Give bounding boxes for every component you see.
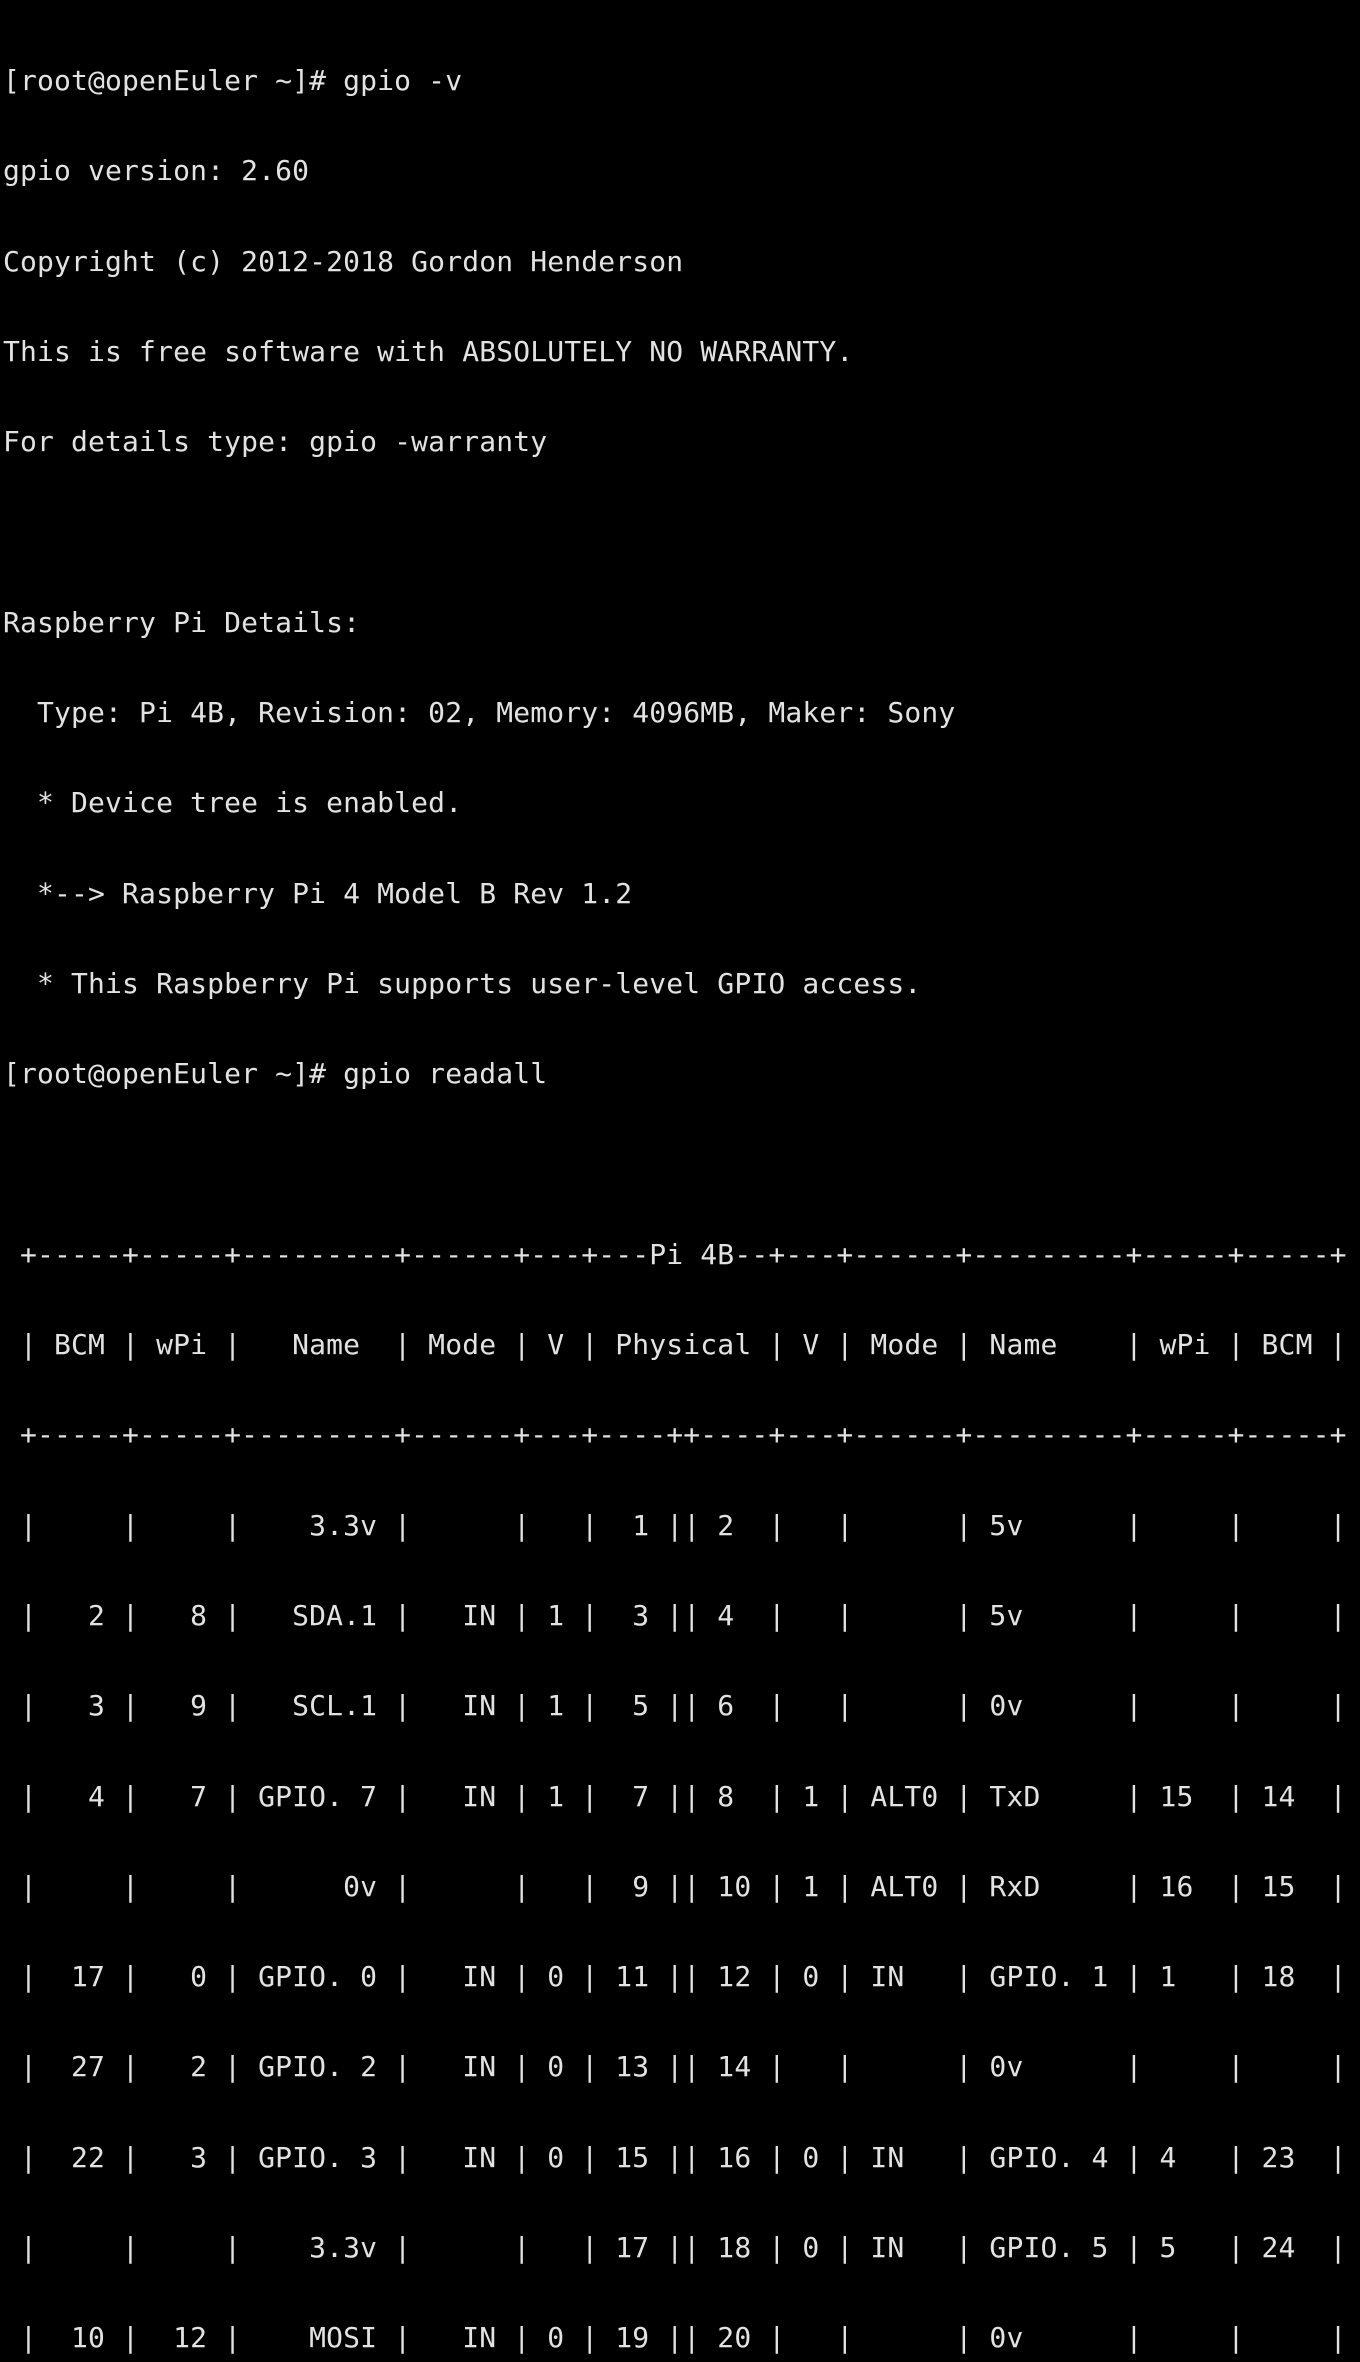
output-device-tree: * Device tree is enabled.	[3, 786, 463, 820]
output-pi-model: *--> Raspberry Pi 4 Model B Rev 1.2	[3, 876, 633, 910]
output-gpio-access: * This Raspberry Pi supports user-level …	[3, 967, 922, 1000]
output-gpio-version: gpio version: 2.60	[3, 154, 310, 188]
output-pi-details-heading: Raspberry Pi Details:	[3, 605, 361, 639]
table-row: | 3 | 9 | SCL.1 | IN | 1 | 5 || 6 | | | …	[3, 1689, 1347, 1723]
output-pi-type: Type: Pi 4B, Revision: 02, Memory: 4096M…	[3, 696, 956, 730]
table-separator-top: +-----+-----+---------+------+---+----++…	[3, 1418, 1347, 1452]
table-row: | 2 | 8 | SDA.1 | IN | 1 | 3 || 4 | | | …	[3, 1598, 1347, 1632]
table-row: | 10 | 12 | MOSI | IN | 0 | 19 || 20 | |…	[3, 2321, 1347, 2355]
table-row: | 22 | 3 | GPIO. 3 | IN | 0 | 15 || 16 |…	[3, 2140, 1347, 2174]
table-row: | 17 | 0 | GPIO. 0 | IN | 0 | 11 || 12 |…	[3, 1960, 1347, 1994]
command-line-gpio-readall: [root@openEuler ~]# gpio readall	[3, 1057, 548, 1091]
output-warranty-hint: For details type: gpio -warranty	[3, 425, 548, 459]
output-warranty-notice: This is free software with ABSOLUTELY NO…	[3, 335, 854, 369]
table-row: | | | 3.3v | | | 17 || 18 | 0 | IN | GPI…	[3, 2230, 1347, 2264]
blank-line	[3, 518, 1360, 548]
table-row: | 4 | 7 | GPIO. 7 | IN | 1 | 7 || 8 | 1 …	[3, 1779, 1347, 1813]
command-line-gpio-v: [root@openEuler ~]# gpio -v	[3, 64, 463, 98]
table-row: | | | 0v | | | 9 || 10 | 1 | ALT0 | RxD …	[3, 1869, 1347, 1903]
gpio-readall-table: +-----+-----+---------+------+---+---Pi …	[3, 1180, 1360, 2362]
table-border-top: +-----+-----+---------+------+---+---Pi …	[3, 1237, 1347, 1271]
table-header: | BCM | wPi | Name | Mode | V | Physical…	[3, 1328, 1347, 1362]
table-row: | 27 | 2 | GPIO. 2 | IN | 0 | 13 || 14 |…	[3, 2050, 1347, 2084]
output-copyright: Copyright (c) 2012-2018 Gordon Henderson	[3, 244, 684, 278]
table-row: | | | 3.3v | | | 1 || 2 | | | 5v | | |	[3, 1508, 1347, 1542]
